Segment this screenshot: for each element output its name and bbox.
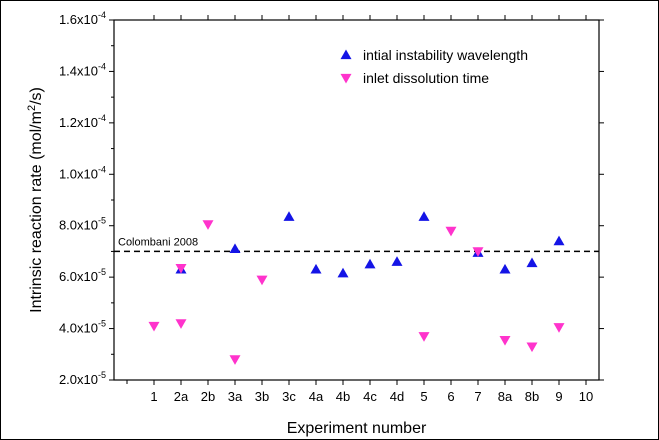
x-tick-label: 2b [201, 389, 215, 404]
point-instability-wavelength [418, 211, 430, 221]
legend: intial instability wavelength inlet diss… [340, 47, 528, 86]
point-inlet-dissolution-time [526, 342, 538, 353]
x-tick-label: 8b [525, 389, 539, 404]
x-tick-label: 4b [336, 389, 350, 404]
reference-line-group: Colombani 2008 [114, 236, 599, 253]
point-inlet-dissolution-time [256, 275, 268, 286]
data-points [148, 211, 565, 365]
point-inlet-dissolution-time [229, 355, 241, 365]
y-tick-label: 2.0x10-5 [59, 370, 106, 387]
x-tick-label: 10 [579, 389, 593, 404]
x-tick-label: 4d [390, 389, 404, 404]
x-tick-label: 8a [498, 389, 513, 404]
point-inlet-dissolution-time [445, 226, 457, 237]
legend-marker-series-2 [340, 73, 352, 84]
x-tick-label: 4c [363, 389, 377, 404]
y-tick-label: 1.0x10-4 [59, 164, 106, 181]
x-axis: 1 2a 2b 3a 3b 3c 4a 4b 4c 4d 5 6 7 8a 8b 9 10 [126, 15, 593, 404]
point-instability-wavelength [229, 243, 241, 253]
point-inlet-dissolution-time [175, 319, 187, 329]
x-tick-label: 5 [420, 389, 427, 404]
point-inlet-dissolution-time [418, 332, 430, 342]
point-inlet-dissolution-time [148, 321, 160, 332]
point-instability-wavelength [364, 258, 376, 269]
point-inlet-dissolution-time [175, 264, 187, 274]
point-instability-wavelength [391, 256, 403, 266]
y-tick-label: 4.0x10-5 [59, 319, 106, 336]
point-instability-wavelength [526, 257, 538, 268]
legend-label-series-2: inlet dissolution time [363, 70, 489, 86]
point-instability-wavelength [310, 263, 322, 274]
y-axis: 2.0x10-5 4.0x10-5 6.0x10-5 8.0x10-5 1.0x10-4… [59, 10, 604, 387]
x-tick-label: 2a [174, 389, 189, 404]
y-tick-label: 6.0x10-5 [59, 267, 106, 284]
point-instability-wavelength [553, 235, 565, 246]
x-tick-label: 6 [447, 389, 454, 404]
x-tick-label: 3a [228, 389, 243, 404]
y-tick-label: 1.2x10-4 [59, 113, 106, 130]
x-tick-label: 7 [474, 389, 481, 404]
x-tick-label: 4a [309, 389, 324, 404]
x-tick-label: 3b [255, 389, 269, 404]
point-instability-wavelength [499, 263, 511, 274]
y-tick-label: 1.6x10-4 [59, 10, 106, 27]
point-inlet-dissolution-time [499, 336, 511, 346]
y-tick-label: 1.4x10-4 [59, 61, 106, 78]
x-axis-title: Experiment number [287, 420, 427, 437]
plot-area [113, 19, 600, 381]
legend-label-series-1: intial instability wavelength [363, 47, 528, 63]
point-inlet-dissolution-time [553, 323, 565, 333]
x-tick-label: 1 [150, 389, 157, 404]
point-inlet-dissolution-time [202, 220, 214, 230]
legend-marker-series-1 [340, 49, 352, 60]
x-tick-label: 3c [282, 389, 296, 404]
point-inlet-dissolution-time [472, 247, 484, 257]
x-tick-label: 9 [555, 389, 562, 404]
y-tick-label: 8.0x10-5 [59, 216, 106, 233]
point-instability-wavelength [337, 267, 349, 278]
reference-line-label: Colombani 2008 [118, 236, 198, 248]
point-instability-wavelength [283, 211, 295, 221]
y-axis-title: Intrinsic reaction rate (mol/m2/s) [26, 87, 45, 313]
plot-border [113, 19, 600, 381]
